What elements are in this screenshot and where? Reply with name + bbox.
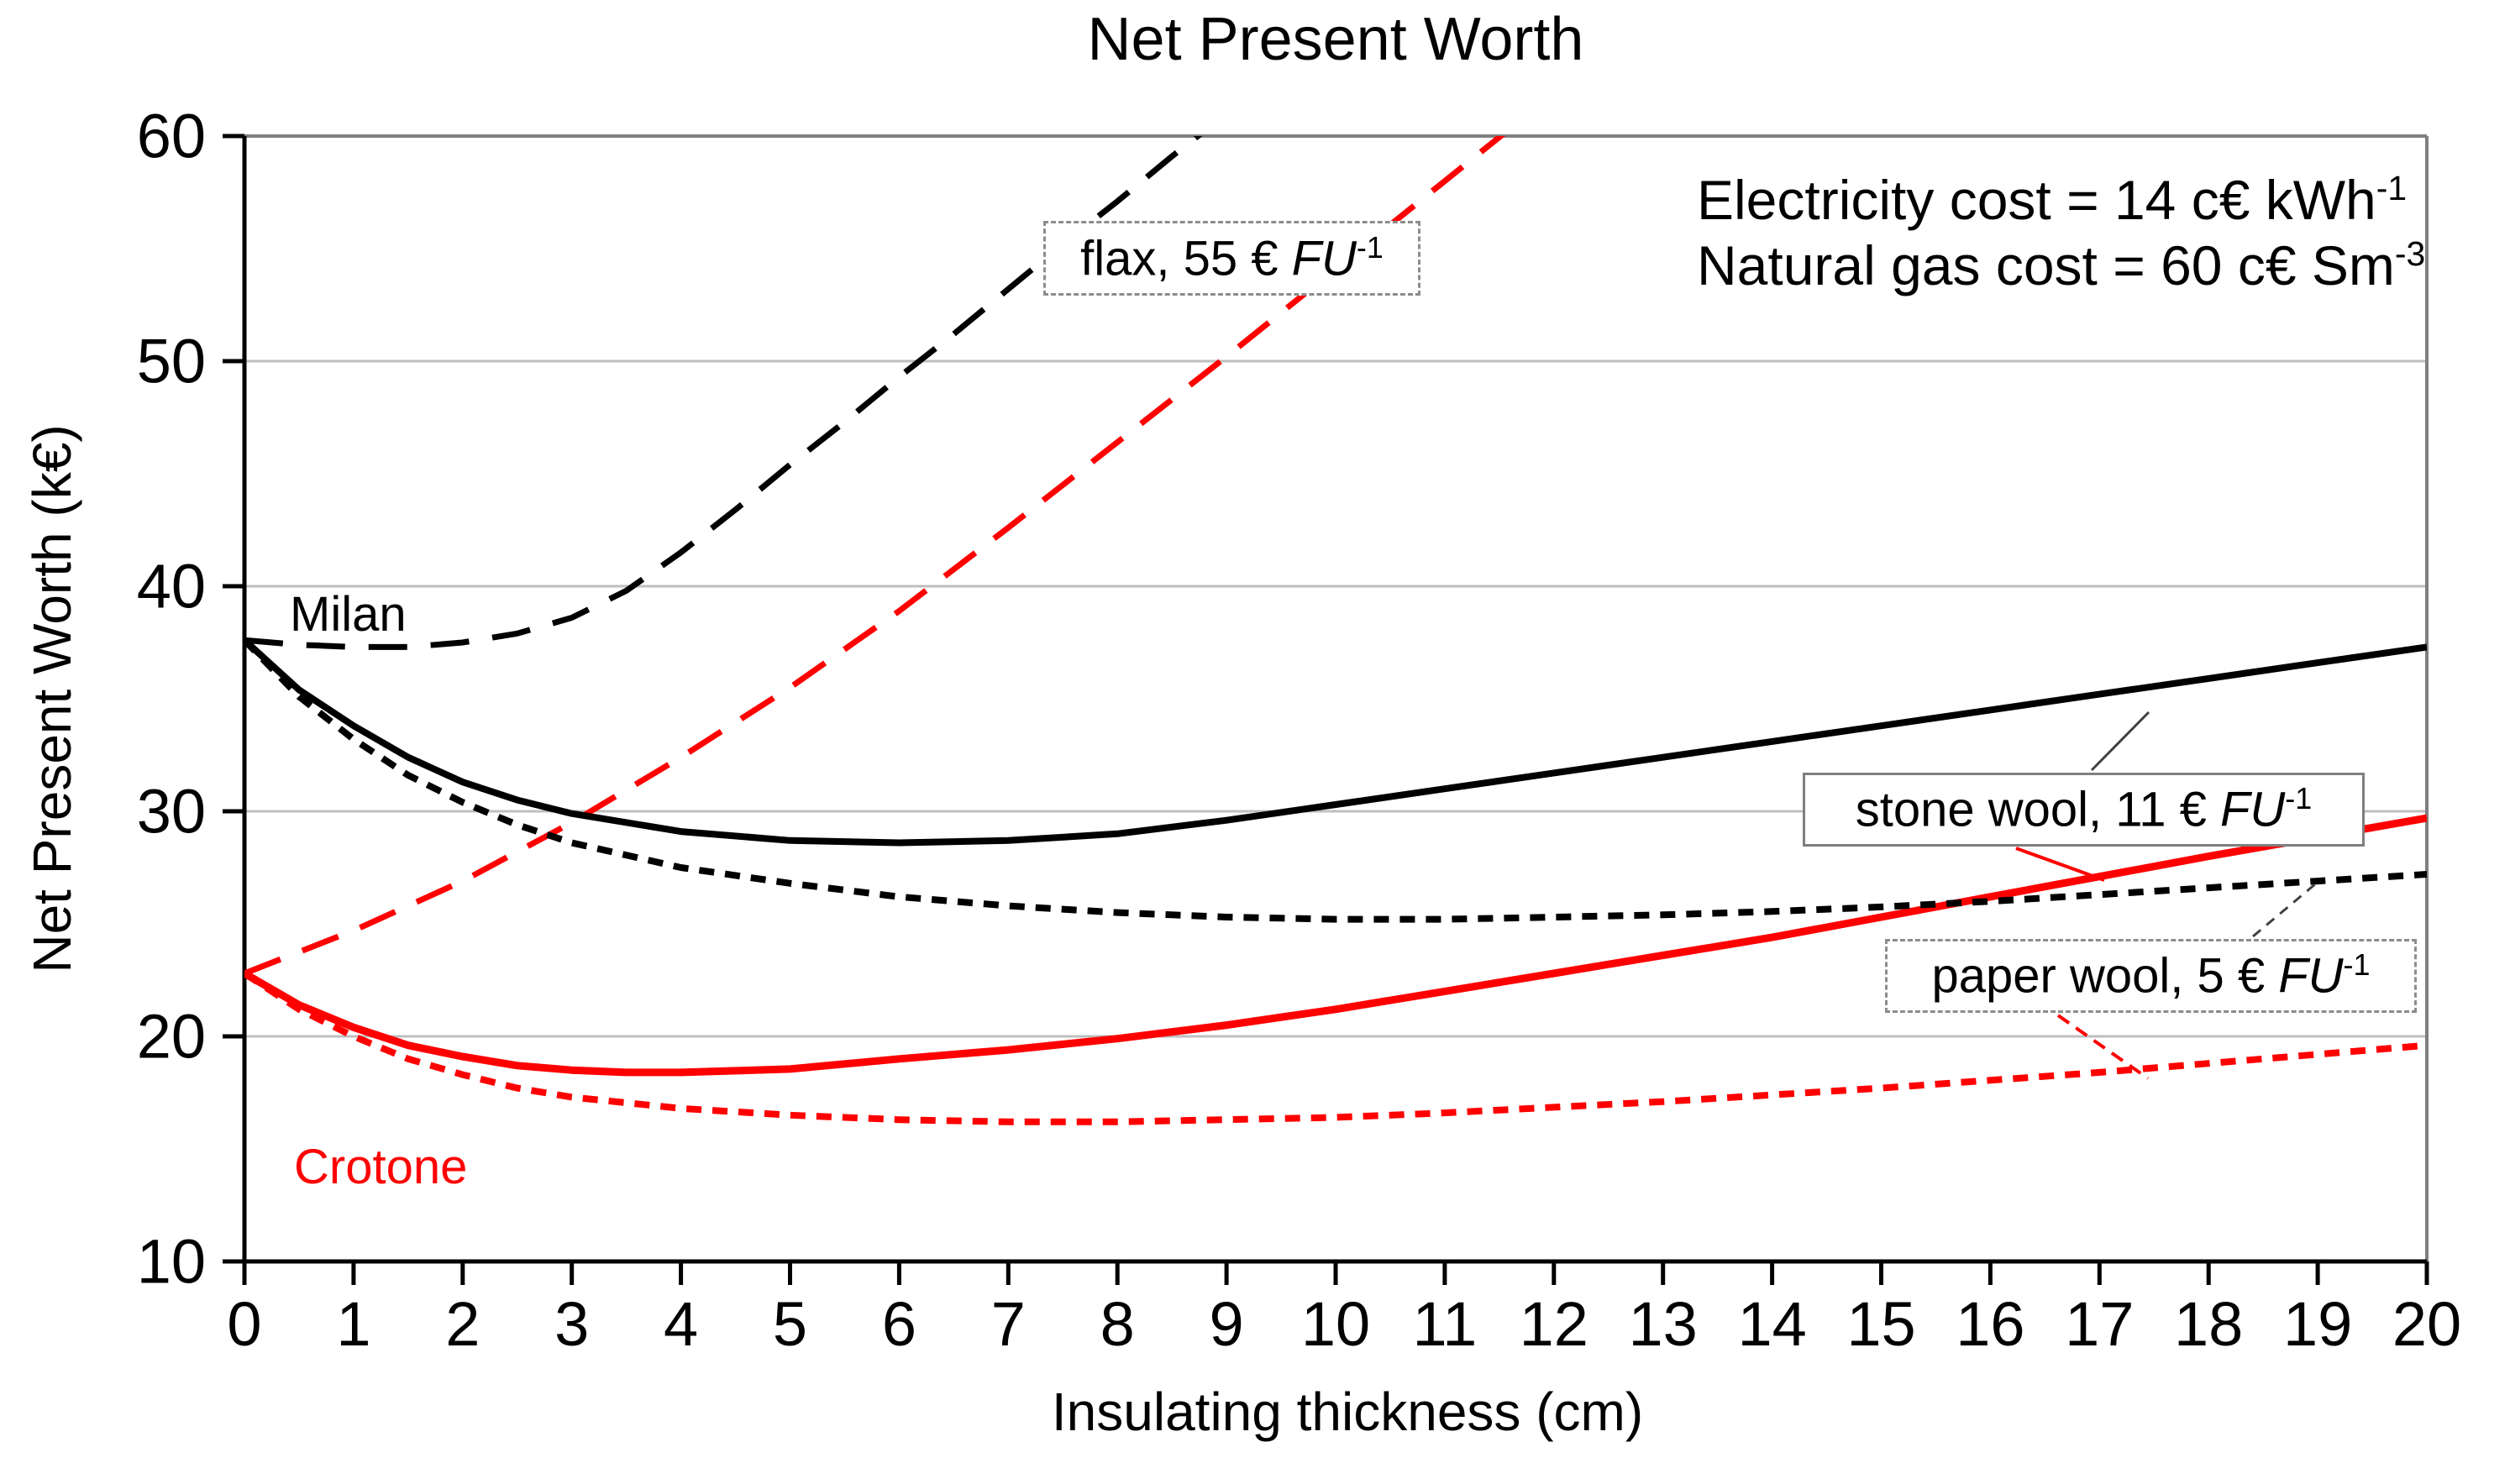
svg-text:13: 13 — [1629, 1289, 1698, 1359]
svg-text:18: 18 — [2174, 1289, 2243, 1359]
curve-stone-wool-milan — [244, 637, 2427, 847]
svg-text:7: 7 — [991, 1289, 1026, 1359]
natural-gas-cost-text: Natural gas cost = 60 c€ Sm-3 — [1697, 233, 2426, 296]
svg-text:17: 17 — [2065, 1289, 2134, 1359]
electricity-cost-text: Electricity cost = 14 c€ kWh-1 — [1697, 169, 2408, 231]
crotone-series-label: Crotone — [294, 1140, 468, 1194]
svg-text:3: 3 — [554, 1289, 589, 1359]
stone-wool-label-box: stone wool, 11 € FU-1 — [1803, 773, 2365, 847]
flax-label-box: flax, 55 € FU-1 — [1043, 221, 1420, 296]
svg-text:50: 50 — [137, 327, 206, 396]
svg-text:40: 40 — [137, 552, 206, 621]
svg-text:1: 1 — [336, 1289, 370, 1359]
y-axis-title: Net Present Worth (k€) — [22, 424, 82, 973]
svg-text:6: 6 — [882, 1289, 916, 1359]
svg-text:11: 11 — [1412, 1289, 1477, 1359]
svg-text:12: 12 — [1520, 1289, 1588, 1359]
svg-text:8: 8 — [1100, 1289, 1135, 1359]
curve-flax-milan — [244, 136, 1203, 650]
milan-series-label: Milan — [290, 587, 407, 642]
svg-text:10: 10 — [1301, 1289, 1370, 1359]
svg-text:16: 16 — [1956, 1289, 2024, 1359]
svg-text:15: 15 — [1846, 1289, 1915, 1359]
svg-text:9: 9 — [1210, 1289, 1244, 1359]
svg-text:0: 0 — [227, 1289, 261, 1359]
svg-text:4: 4 — [664, 1289, 698, 1359]
svg-text:20: 20 — [2392, 1289, 2461, 1359]
paper-wool-label-box: paper wool, 5 € FU-1 — [1885, 939, 2417, 1013]
svg-text:10: 10 — [137, 1227, 206, 1297]
svg-text:14: 14 — [1737, 1289, 1806, 1359]
svg-text:20: 20 — [137, 1002, 206, 1072]
x-axis-title: Insulating thickness (cm) — [1051, 1382, 1644, 1442]
svg-text:30: 30 — [137, 777, 206, 847]
curve-paper-wool-milan — [244, 637, 2427, 923]
chart-title: Net Present Worth — [1087, 6, 1584, 73]
curve-stone-wool-crotone — [244, 814, 2427, 1077]
svg-text:5: 5 — [773, 1289, 807, 1359]
svg-text:19: 19 — [2283, 1289, 2352, 1359]
svg-text:2: 2 — [445, 1289, 480, 1359]
energy-cost-annotation: Electricity cost = 14 c€ kWh-1 Natural g… — [1697, 168, 2425, 299]
svg-text:60: 60 — [137, 102, 206, 171]
